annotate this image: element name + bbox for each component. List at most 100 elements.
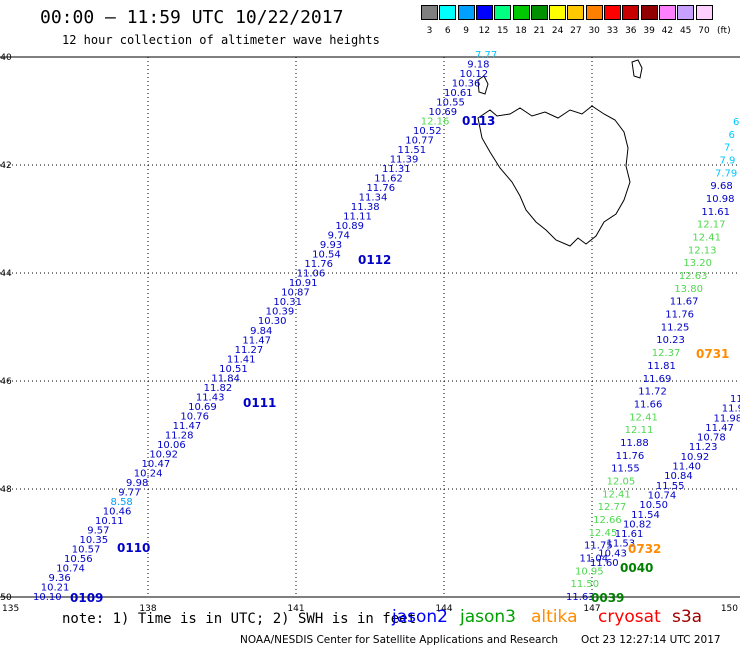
wave-height-value: 11.62	[374, 174, 403, 185]
wave-height-value: 10.46	[103, 506, 132, 517]
legend-swatch	[695, 5, 713, 20]
wave-height-value: 10.36	[452, 79, 481, 90]
wave-height-value: 10.10	[33, 592, 62, 603]
legend-label: 39	[643, 26, 655, 36]
legend-swatch	[677, 5, 695, 20]
wave-height-value: 10.89	[335, 221, 364, 232]
satellite-legend-s3a: s3a	[672, 607, 703, 627]
satellite-legend-jason3: jason3	[460, 607, 516, 627]
satellite-legend-altika: altika	[531, 607, 578, 627]
wave-height-value: 10.55	[436, 98, 465, 109]
legend-swatch	[640, 5, 658, 20]
tasmania-coastline	[477, 59, 643, 247]
altimeter-tracks: 10.1010.219.3610.7410.5610.5710.359.5710…	[33, 50, 740, 605]
wave-height-value: 10.52	[413, 126, 442, 137]
legend-label: 33	[606, 26, 619, 36]
wave-height-value: 11.76	[366, 183, 395, 194]
wave-height-value: 11.61	[615, 529, 644, 540]
wave-height-value: 10.74	[648, 490, 677, 501]
wave-height-value: 11.76	[665, 310, 694, 321]
wave-height-value: 12.13	[688, 245, 717, 256]
wave-height-value: 10.91	[289, 278, 318, 289]
lon-tick-label: 141	[287, 604, 304, 614]
wave-height-value: 11.76	[304, 259, 333, 270]
wave-height-value: 12.41	[692, 233, 721, 244]
pass-label: 0110	[117, 541, 150, 555]
wave-height-value: 11.50	[571, 579, 600, 590]
wave-height-value: 9.93	[320, 240, 342, 251]
wave-height-value: 11.43	[196, 392, 225, 403]
chart-title: 00:00 – 11:59 UTC 10/22/2017	[40, 7, 344, 28]
footer-note: note: 1) Time is in UTC; 2) SWH is in fe…	[62, 611, 417, 627]
legend-label: 24	[551, 26, 564, 36]
wave-height-value: 11.27	[235, 345, 264, 356]
legend-label: 12	[478, 26, 491, 36]
wave-height-value: 12.41	[629, 412, 658, 423]
legend-swatch	[421, 5, 438, 20]
pass-label: 0112	[358, 253, 391, 267]
legend-label: 30	[588, 26, 600, 36]
king-island-outline	[477, 75, 489, 95]
wave-height-value: 11.60	[590, 558, 619, 569]
pass-label: 0039	[591, 591, 624, 605]
legend-label: 15	[496, 26, 509, 36]
wave-height-value: 10.69	[188, 402, 217, 413]
wave-height-value: 11.39	[390, 155, 419, 166]
wave-height-value: 10.92	[681, 452, 710, 463]
lon-tick-label: 147	[583, 604, 600, 614]
wave-height-value: 11.28	[165, 430, 194, 441]
wave-height-value: 10.39	[266, 307, 295, 318]
legend-swatch	[494, 5, 512, 20]
wave-height-value: 12.05	[607, 476, 636, 487]
credit-line: NOAA/NESDIS Center for Satellite Applica…	[240, 634, 558, 646]
legend-swatch	[512, 5, 530, 20]
wave-height-value: 11.76	[616, 451, 645, 462]
legend-swatch	[658, 5, 676, 20]
wave-height-value: 11.40	[672, 462, 701, 473]
lon-tick-label: 150	[721, 604, 738, 614]
wave-height-value: 10.47	[142, 459, 171, 470]
legend-swatch	[585, 5, 603, 20]
wave-height-value: 10.77	[405, 136, 434, 147]
pass-label: 0111	[243, 396, 276, 410]
legend-label: 21	[533, 26, 546, 36]
legend-swatch	[604, 5, 621, 20]
wave-height-value: 12.16	[421, 117, 450, 128]
lat-tick-label: -48	[0, 485, 12, 495]
tasmania-outline	[477, 105, 631, 247]
pass-label: 0731	[696, 347, 729, 361]
lat-tick-label: -42	[0, 161, 12, 171]
wave-height-value: 11.53	[606, 539, 635, 550]
wave-height-value: 11.69	[643, 374, 672, 385]
legend-label: 6	[444, 26, 451, 36]
wave-height-value: 11.88	[620, 438, 649, 449]
wave-height-value: 10.87	[281, 288, 310, 299]
wave-height-value: 9.68	[710, 181, 732, 192]
wave-height-value: 8.58	[111, 497, 133, 508]
wave-height-value: 10.74	[56, 563, 85, 574]
wave-height-value: 10.31	[273, 297, 302, 308]
wave-height-value: 9.36	[49, 573, 71, 584]
wave-height-value: 10.30	[258, 316, 287, 327]
wave-height-value: 7.9	[719, 156, 735, 167]
wave-height-value: 11.31	[382, 164, 411, 175]
wave-height-value: 10.78	[697, 433, 726, 444]
wave-height-value: 9.98	[126, 478, 148, 489]
legend-label: 18	[515, 26, 527, 36]
wave-height-value: 11.66	[634, 399, 663, 410]
wave-height-value: 12.63	[679, 271, 708, 282]
wave-height-value: 11.34	[359, 193, 388, 204]
wave-height-value: 10.98	[706, 194, 735, 205]
wave-height-value: 10.95	[575, 566, 604, 577]
wave-height-value: 10.82	[623, 519, 652, 530]
wave-height-value: 11.82	[204, 383, 233, 394]
legend-swatch	[457, 5, 475, 20]
legend-label: 9	[463, 26, 469, 36]
wave-height-value: 11.25	[661, 322, 690, 333]
wave-height-value: 11.63	[566, 592, 595, 603]
wave-height-value: 10.11	[95, 516, 124, 527]
legend-unit: (ft)	[717, 26, 731, 36]
wave-height-value: 11.98	[714, 413, 740, 424]
